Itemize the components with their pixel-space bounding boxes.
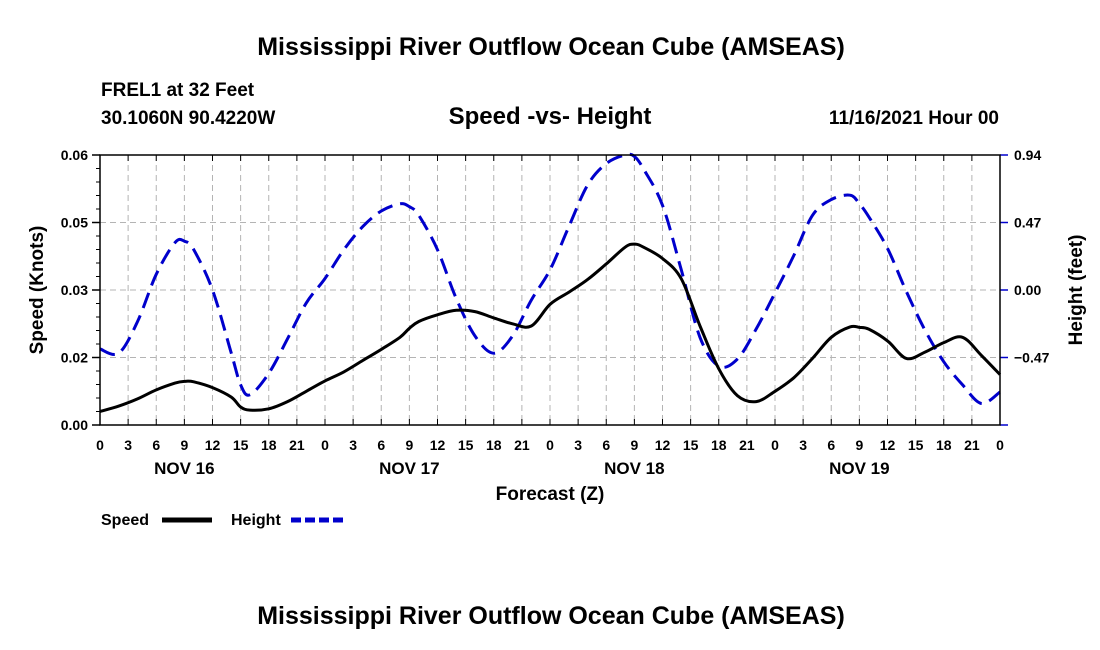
y-tick-label-left: 0.00	[61, 417, 88, 433]
day-label: NOV 18	[604, 459, 664, 478]
chart-subtitle: Speed -vs- Height	[449, 103, 652, 130]
x-tick-label: 0	[771, 437, 779, 453]
x-tick-label: 6	[152, 437, 160, 453]
x-tick-label: 18	[486, 437, 502, 453]
x-tick-label: 18	[936, 437, 952, 453]
x-tick-label: 6	[377, 437, 385, 453]
x-tick-label: 6	[602, 437, 610, 453]
y-tick-label-right: 0.47	[1014, 215, 1041, 231]
y-tick-label-right: 0.94	[1014, 147, 1041, 163]
y-tick-label-left: 0.02	[61, 350, 88, 366]
y-tick-label-right: −0.47	[1014, 350, 1050, 366]
location-label: 30.1060N 90.4220W	[101, 108, 275, 129]
x-tick-label: 9	[855, 437, 863, 453]
x-tick-label: 0	[96, 437, 104, 453]
x-tick-label: 18	[261, 437, 277, 453]
day-label: NOV 19	[829, 459, 889, 478]
y-axis-label-left: Speed (Knots)	[27, 226, 48, 355]
y-tick-label-left: 0.03	[61, 282, 88, 298]
legend: Speed Height	[101, 512, 343, 529]
y-tick-label-right: 0.00	[1014, 282, 1041, 298]
axis-ticks	[92, 154, 1008, 426]
legend-height-label: Height	[231, 512, 281, 529]
x-tick-label: 21	[514, 437, 530, 453]
x-tick-label: 21	[289, 437, 305, 453]
x-tick-label: 15	[908, 437, 924, 453]
x-tick-label: 0	[996, 437, 1004, 453]
footer-title: Mississippi River Outflow Ocean Cube (AM…	[257, 602, 845, 630]
day-label: NOV 17	[379, 459, 439, 478]
x-tick-label: 9	[180, 437, 188, 453]
x-tick-label: 12	[205, 437, 221, 453]
x-tick-label: 21	[964, 437, 980, 453]
x-tick-label: 6	[827, 437, 835, 453]
series-line-speed	[99, 242, 1002, 413]
x-tick-label: 0	[321, 437, 329, 453]
x-tick-label: 12	[880, 437, 896, 453]
x-tick-label: 9	[630, 437, 638, 453]
x-tick-label: 15	[683, 437, 699, 453]
chart-title: Mississippi River Outflow Ocean Cube (AM…	[257, 33, 845, 61]
datetime-label: 11/16/2021 Hour 00	[829, 108, 999, 129]
x-tick-label: 15	[458, 437, 474, 453]
x-tick-label: 0	[546, 437, 554, 453]
y-axis-label-right: Height (feet)	[1066, 235, 1087, 346]
y-tick-label-left: 0.06	[61, 147, 88, 163]
tick-labels: 0 3 6 9 12 15 18 21 0 3 6 9 12 15 18 21 0 3 6 9 12 15 18 21 0 3 6 9…	[61, 147, 1050, 478]
x-axis-label: Forecast (Z)	[496, 484, 605, 505]
x-tick-label: 18	[711, 437, 727, 453]
grid-lines	[100, 155, 1000, 425]
x-tick-label: 3	[349, 437, 357, 453]
plot-frame	[99, 154, 1001, 426]
x-tick-label: 3	[799, 437, 807, 453]
x-tick-label: 12	[430, 437, 446, 453]
station-label: FREL1 at 32 Feet	[101, 80, 255, 101]
x-tick-label: 9	[405, 437, 413, 453]
x-tick-label: 12	[655, 437, 671, 453]
x-tick-label: 15	[233, 437, 249, 453]
y-tick-label-left: 0.05	[61, 215, 88, 231]
x-tick-label: 21	[739, 437, 755, 453]
x-tick-label: 3	[574, 437, 582, 453]
series-line-height	[99, 152, 1001, 406]
series-lines	[99, 152, 1002, 413]
legend-speed-label: Speed	[101, 512, 149, 529]
x-tick-label: 3	[124, 437, 132, 453]
day-label: NOV 16	[154, 459, 214, 478]
